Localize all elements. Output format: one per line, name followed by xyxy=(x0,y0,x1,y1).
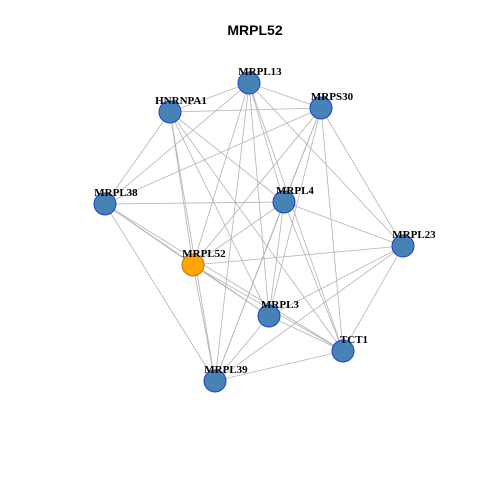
edges xyxy=(104,82,404,382)
edge xyxy=(169,111,194,266)
edge xyxy=(214,245,404,382)
edge xyxy=(214,82,250,382)
edge xyxy=(104,203,194,266)
node xyxy=(203,369,227,393)
edge xyxy=(169,111,270,317)
edge xyxy=(104,203,344,352)
node xyxy=(237,71,261,95)
edge xyxy=(248,82,270,317)
node xyxy=(158,100,182,124)
node-label: MRPL3 xyxy=(261,299,299,311)
node-label: MRPL23 xyxy=(392,229,436,241)
edge xyxy=(192,264,270,317)
edge xyxy=(169,111,285,203)
edge xyxy=(342,245,404,352)
node-label: TCT1 xyxy=(340,334,368,346)
diagram-title: MRPL52 xyxy=(227,22,282,38)
nodes: MRPL13 HNRNPA1 MRPS30 MRPL38 MRPL4 MRPL23 MRPL… xyxy=(93,66,436,393)
edge xyxy=(104,201,285,205)
edge xyxy=(169,111,216,382)
edge xyxy=(104,203,216,382)
edge xyxy=(169,82,250,113)
node xyxy=(181,253,205,277)
node-label: MRPL39 xyxy=(204,364,248,376)
node-label: MRPL13 xyxy=(238,66,282,78)
edge xyxy=(248,82,322,109)
edge xyxy=(192,82,250,266)
edge xyxy=(192,245,404,266)
edge xyxy=(169,107,322,113)
edge xyxy=(320,107,344,352)
edge xyxy=(192,201,285,266)
edge xyxy=(214,350,344,382)
edge xyxy=(214,315,270,382)
edge xyxy=(268,245,404,317)
node-label: MRPL38 xyxy=(94,187,138,199)
node xyxy=(272,190,296,214)
edge xyxy=(192,107,322,266)
edge xyxy=(248,82,285,203)
edge xyxy=(320,107,404,247)
edge xyxy=(268,107,322,317)
node-label: HNRNPA1 xyxy=(155,95,207,107)
node xyxy=(391,234,415,258)
node-label: MRPS30 xyxy=(311,91,354,103)
edge xyxy=(104,107,322,205)
edge xyxy=(283,201,344,352)
node xyxy=(93,192,117,216)
node xyxy=(257,304,281,328)
edge xyxy=(169,111,344,352)
edge xyxy=(268,201,285,317)
edge xyxy=(104,111,171,205)
node xyxy=(309,96,333,120)
edge xyxy=(283,201,404,247)
node-label: MRPL52 xyxy=(182,248,226,260)
edge xyxy=(268,315,344,352)
node xyxy=(331,339,355,363)
edge xyxy=(192,264,216,382)
node-label: MRPL4 xyxy=(276,185,314,197)
edge xyxy=(248,82,344,352)
edge xyxy=(214,201,285,382)
edge xyxy=(104,82,250,205)
